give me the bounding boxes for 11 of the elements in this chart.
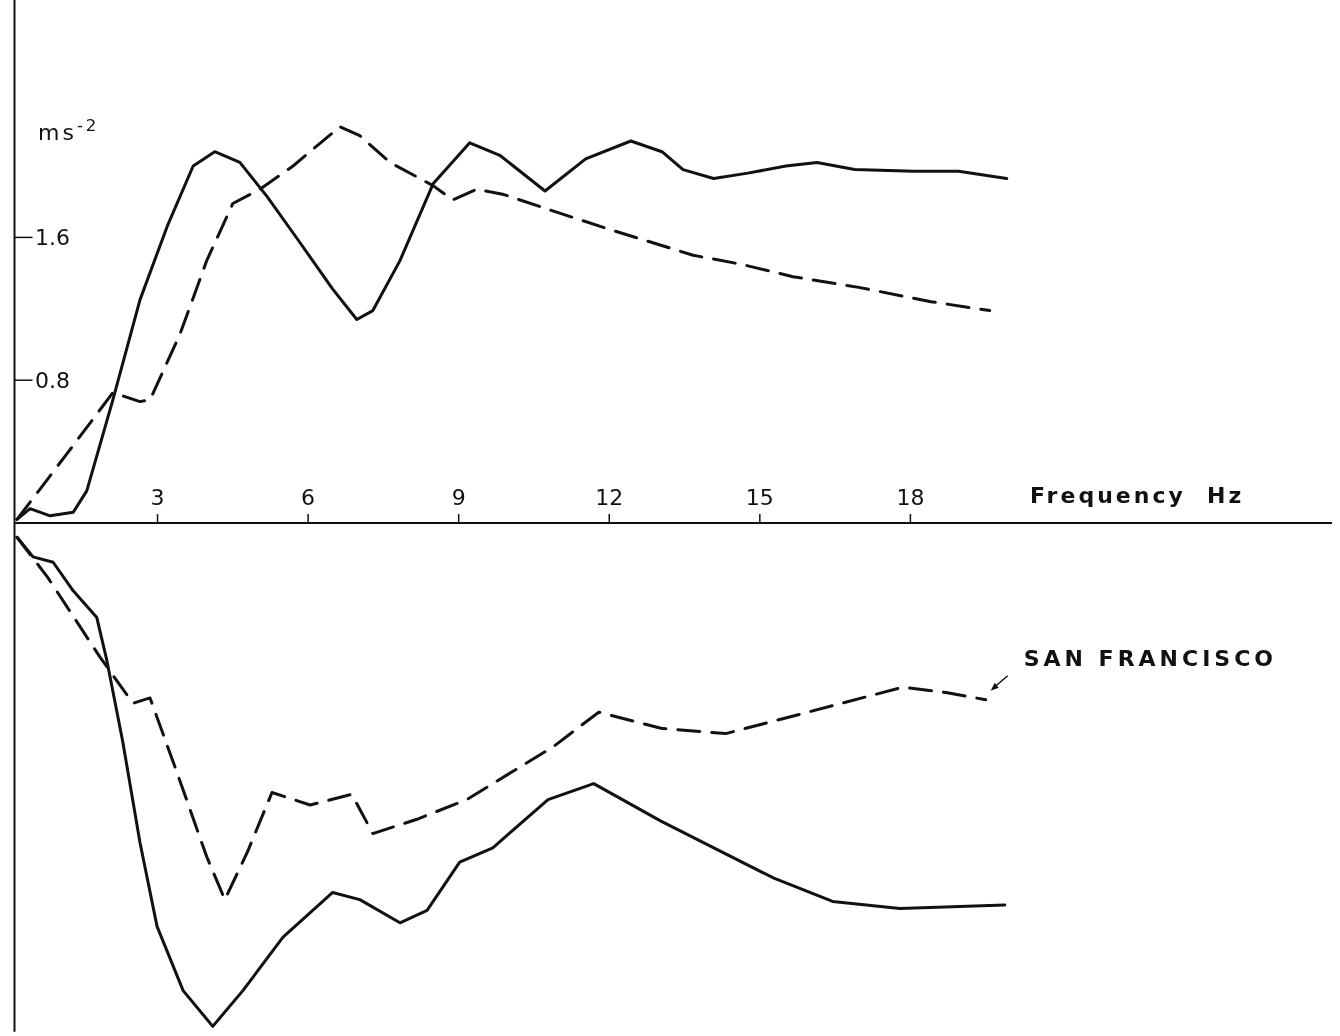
x-tick-label: 9	[451, 484, 466, 510]
text: SAN FRANCISCO	[1023, 645, 1278, 671]
y-tick-label: 0.8	[35, 367, 70, 393]
y-tick-label: 1.6	[35, 224, 70, 250]
y-axis-title: ms$^{-2}$	[38, 115, 100, 145]
x-tick-label: 6	[301, 484, 316, 510]
x-tick-label: 3	[150, 484, 165, 510]
x-axis-title: Frequency Hz	[1030, 482, 1245, 508]
x-tick-label: 18	[896, 484, 925, 510]
x-tick-label: 15	[745, 484, 774, 510]
x-tick-label: 12	[595, 484, 624, 510]
